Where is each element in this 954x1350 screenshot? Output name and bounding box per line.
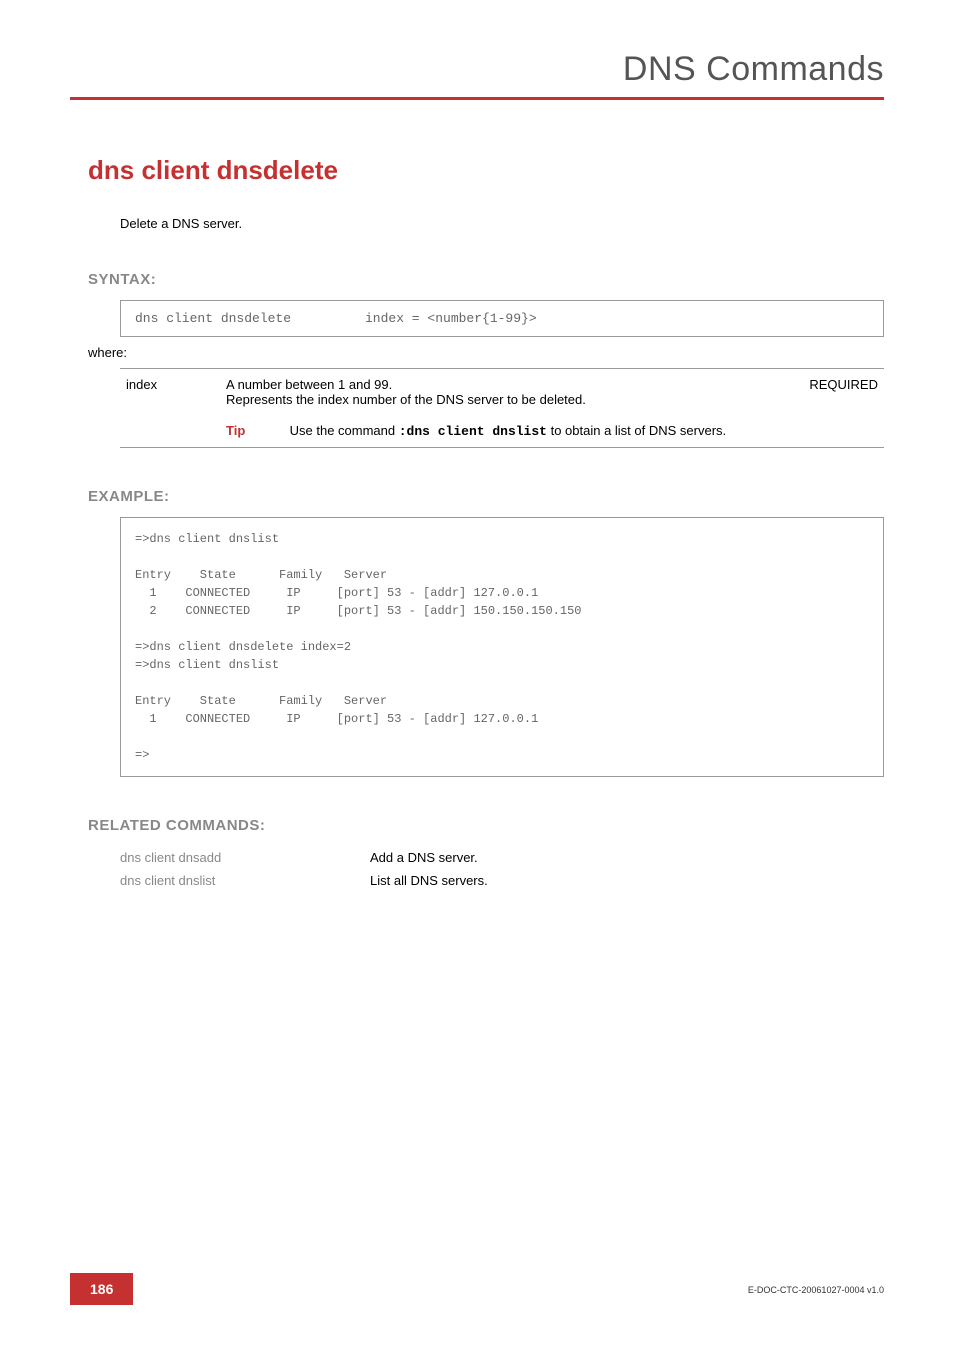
page-footer: 186 E-DOC-CTC-20061027-0004 v1.0	[0, 1273, 954, 1305]
related-row: dns client dnslist List all DNS servers.	[120, 869, 488, 892]
related-row: dns client dnsadd Add a DNS server.	[120, 846, 488, 869]
related-heading: RELATED COMMANDS:	[88, 817, 884, 834]
param-required: REQUIRED	[794, 369, 884, 416]
param-desc-line2: Represents the index number of the DNS s…	[226, 392, 586, 407]
param-desc-line1: A number between 1 and 99.	[226, 377, 392, 392]
related-desc: Add a DNS server.	[370, 846, 488, 869]
page-content: DNS Commands dns client dnsdelete Delete…	[0, 0, 954, 892]
related-table: dns client dnsadd Add a DNS server. dns …	[120, 846, 488, 892]
tip-cmd: :dns client dnslist	[399, 424, 547, 439]
syntax-box: dns client dnsdeleteindex = <number{1-99…	[120, 300, 884, 337]
param-row: index A number between 1 and 99. Represe…	[120, 369, 884, 416]
syntax-command: dns client dnsdelete	[135, 311, 365, 326]
example-heading: EXAMPLE:	[88, 488, 884, 505]
param-name: index	[120, 369, 220, 416]
param-table: index A number between 1 and 99. Represe…	[120, 368, 884, 448]
example-box: =>dns client dnslist Entry State Family …	[120, 517, 884, 777]
header-rule	[70, 97, 884, 100]
command-title: dns client dnsdelete	[88, 155, 884, 186]
tip-suffix: to obtain a list of DNS servers.	[547, 423, 726, 438]
page-number: 186	[70, 1273, 133, 1305]
param-tip-cell: Tip Use the command :dns client dnslist …	[220, 415, 884, 448]
doc-id: E-DOC-CTC-20061027-0004 v1.0	[748, 1285, 884, 1295]
related-cmd-link[interactable]: dns client dnsadd	[120, 846, 370, 869]
page-header-title: DNS Commands	[70, 50, 884, 89]
tip-prefix: Use the command	[290, 423, 399, 438]
command-description: Delete a DNS server.	[120, 216, 884, 231]
tip-text: Use the command :dns client dnslist to o…	[290, 423, 872, 439]
param-desc: A number between 1 and 99. Represents th…	[220, 369, 794, 416]
syntax-heading: SYNTAX:	[88, 271, 884, 288]
related-cmd-link[interactable]: dns client dnslist	[120, 869, 370, 892]
tip-label: Tip	[226, 423, 286, 438]
param-tip-row: Tip Use the command :dns client dnslist …	[120, 415, 884, 448]
where-label: where:	[88, 345, 884, 360]
related-desc: List all DNS servers.	[370, 869, 488, 892]
syntax-args: index = <number{1-99}>	[365, 311, 537, 326]
